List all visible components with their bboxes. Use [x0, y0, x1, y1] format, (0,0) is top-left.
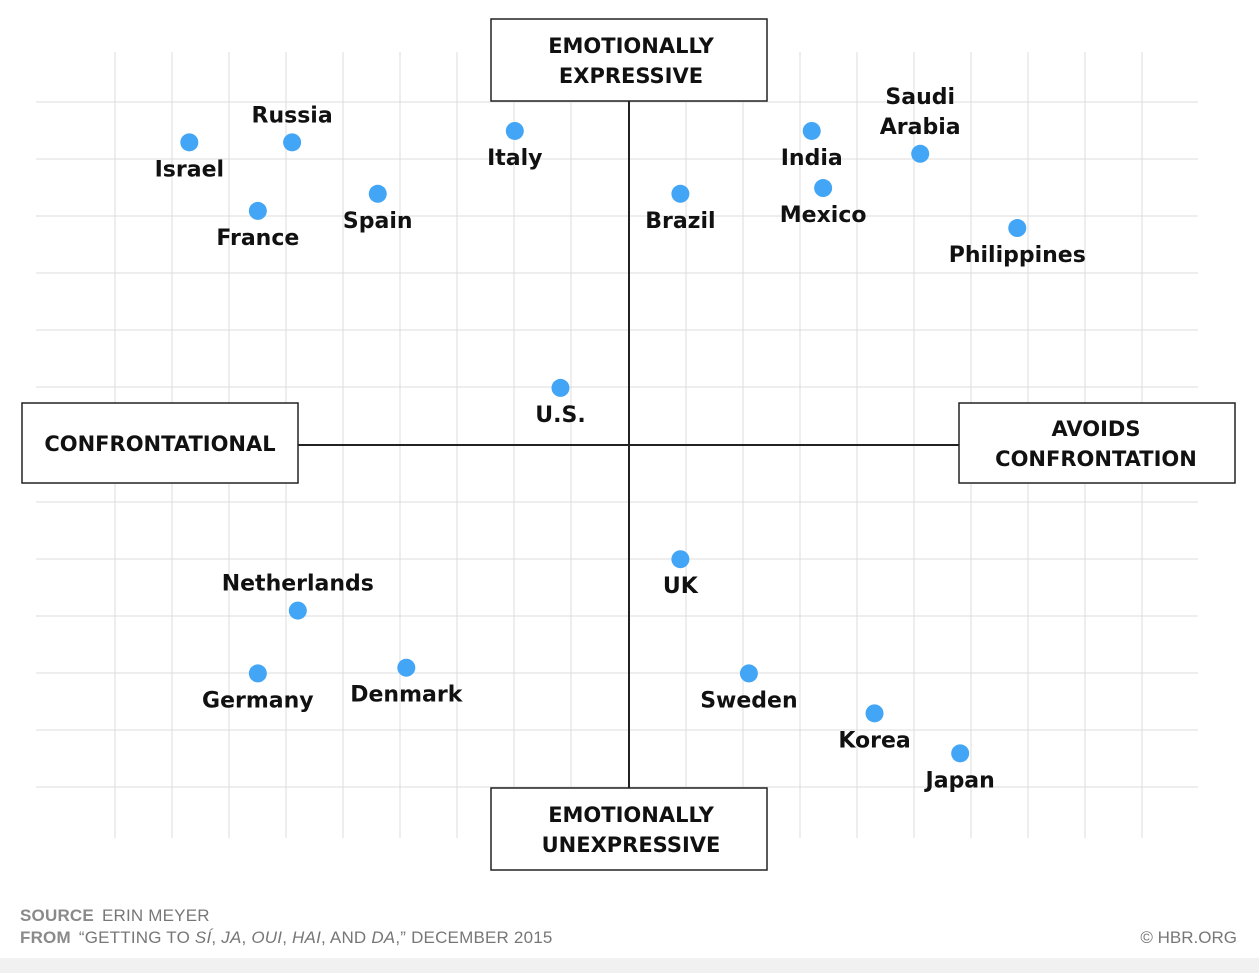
data-point-label: Brazil [645, 209, 715, 234]
data-point-marker [951, 744, 970, 763]
source-value: ERIN MEYER [101, 906, 210, 925]
from-sep1: , [211, 928, 222, 947]
data-point-label: Saudi [885, 85, 955, 110]
data-point-marker [283, 133, 302, 152]
from-ja: JA [221, 928, 242, 947]
data-point-marker [397, 658, 416, 677]
axis-label-text: AVOIDS [1052, 417, 1141, 441]
point-india: India [781, 121, 843, 171]
from-sep2: , [241, 928, 252, 947]
axis-label-text: EMOTIONALLY [548, 803, 714, 827]
data-point-label: UK [663, 574, 699, 599]
axis-label-left: CONFRONTATIONAL [21, 402, 299, 484]
bottom-band [0, 958, 1259, 973]
data-point-marker [814, 179, 833, 198]
data-point-marker [739, 664, 758, 683]
data-point-label: Spain [343, 209, 413, 234]
point-netherlands: Netherlands [222, 572, 374, 620]
data-point-marker [911, 144, 930, 163]
data-point-label: Denmark [350, 683, 463, 708]
axis-label-text: CONFRONTATION [995, 447, 1197, 471]
point-israel: Israel [155, 133, 224, 182]
axis-label-box [21, 402, 299, 484]
data-point-label: Germany [202, 688, 314, 713]
point-uk: UK [663, 550, 699, 599]
axis-label-text: EMOTIONALLY [548, 34, 714, 58]
point-sweden: Sweden [700, 664, 798, 713]
axis-label-boxes: EMOTIONALLY EXPRESSIVE EMOTIONALLY UNEXPRES… [21, 18, 1236, 871]
data-point-label: France [216, 226, 299, 251]
data-point-marker [802, 121, 821, 140]
point-japan: Japan [924, 744, 995, 793]
point-mexico: Mexico [780, 179, 867, 228]
data-point-marker [1008, 219, 1027, 238]
data-point-marker [671, 550, 690, 569]
data-point-marker [368, 184, 387, 203]
data-point-marker [505, 121, 524, 140]
axis-label-text: EXPRESSIVE [559, 64, 703, 88]
from-sep3: , [282, 928, 293, 947]
data-point-label: Sweden [700, 688, 797, 713]
point-denmark: Denmark [350, 658, 464, 708]
point-france: France [216, 201, 299, 251]
from-da: DA [371, 928, 396, 947]
from-post: ,” DECEMBER 2015 [395, 928, 553, 947]
data-point-label: Italy [487, 146, 542, 171]
copyright: © HBR.ORG [1140, 928, 1237, 947]
data-point-label: Arabia [880, 115, 961, 140]
point-saudi-arabia: Saudi Arabia [880, 85, 961, 163]
from-hai: HAI [292, 928, 321, 947]
point-spain: Spain [343, 184, 413, 234]
data-point-label: Philippines [949, 243, 1086, 268]
point-brazil: Brazil [645, 184, 716, 234]
data-point-marker [551, 378, 570, 397]
point-italy: Italy [487, 121, 543, 171]
point-korea: Korea [838, 704, 911, 753]
data-points: Israel Russia France Spain Italy Brazil India M… [155, 85, 1086, 794]
data-point-label: Israel [155, 157, 224, 182]
source-line: SOURCE ERIN MEYER [20, 906, 1240, 926]
axis-label-bottom: EMOTIONALLY UNEXPRESSIVE [490, 787, 768, 871]
axes [298, 101, 959, 788]
from-label: FROM [20, 928, 71, 947]
data-point-marker [288, 601, 307, 620]
source-label: SOURCE [20, 906, 94, 925]
from-oui: OUI [251, 928, 283, 947]
data-point-marker [671, 184, 690, 203]
data-point-marker [248, 201, 267, 220]
data-point-marker [180, 133, 199, 152]
point-philippines: Philippines [949, 219, 1086, 268]
axis-label-right: AVOIDS CONFRONTATION [958, 402, 1236, 484]
from-pre: “GETTING TO [78, 928, 195, 947]
data-point-marker [865, 704, 884, 723]
from-and: , AND [321, 928, 372, 947]
data-point-label: Russia [252, 103, 333, 128]
axis-label-text: UNEXPRESSIVE [542, 833, 721, 857]
data-point-label: Korea [838, 728, 910, 753]
point-germany: Germany [202, 664, 314, 713]
quadrant-chart: EMOTIONALLY EXPRESSIVE EMOTIONALLY UNEXPRES… [21, 18, 1236, 871]
data-point-label: Netherlands [222, 572, 374, 597]
point-u-s-: U.S. [535, 378, 586, 428]
axis-label-box [490, 18, 768, 102]
axis-label-box [958, 402, 1236, 484]
data-point-label: Japan [924, 768, 995, 793]
data-point-marker [248, 664, 267, 683]
data-point-label: India [781, 146, 843, 171]
data-point-label: Mexico [780, 203, 867, 228]
data-point-label: U.S. [535, 403, 585, 428]
axis-label-box [490, 787, 768, 871]
from-si: SÍ [194, 928, 212, 947]
axis-label-top: EMOTIONALLY EXPRESSIVE [490, 18, 768, 102]
axis-label-text: CONFRONTATIONAL [44, 432, 275, 456]
point-russia: Russia [252, 103, 333, 152]
from-line: FROM “GETTING TO SÍ, JA, OUI, HAI, AND DA… [20, 928, 1240, 948]
